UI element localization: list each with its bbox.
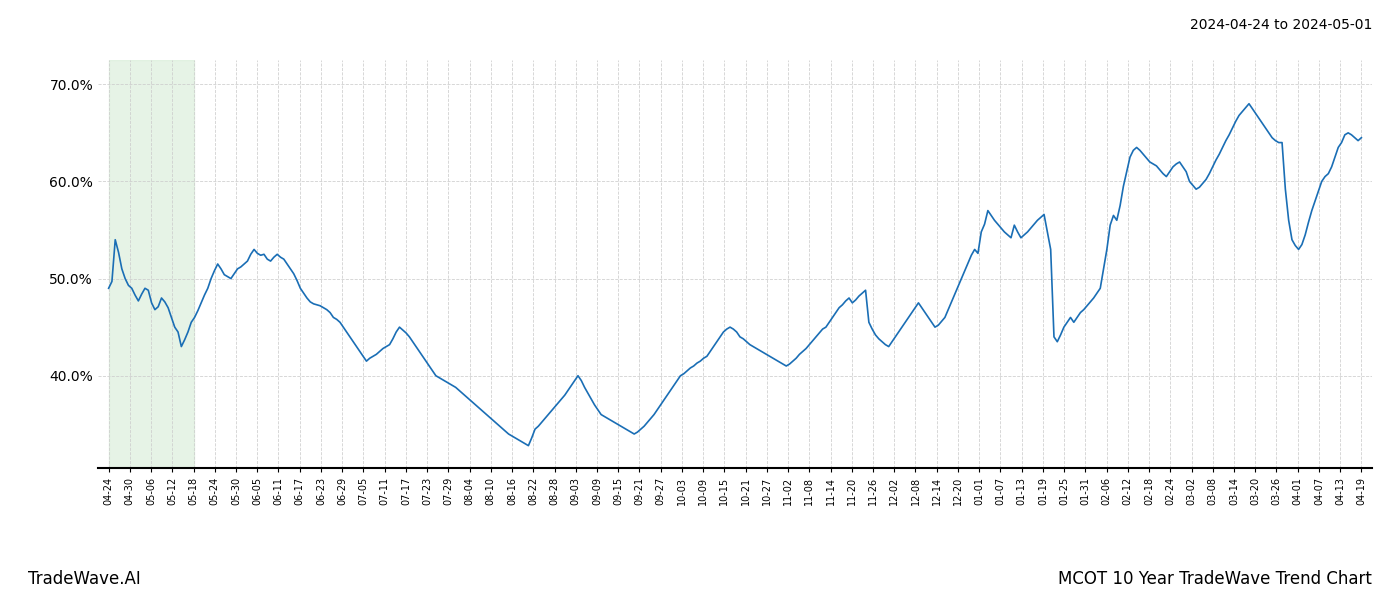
Text: MCOT 10 Year TradeWave Trend Chart: MCOT 10 Year TradeWave Trend Chart [1058, 570, 1372, 588]
Text: 2024-04-24 to 2024-05-01: 2024-04-24 to 2024-05-01 [1190, 18, 1372, 32]
Bar [109, 60, 193, 468]
Text: TradeWave.AI: TradeWave.AI [28, 570, 141, 588]
